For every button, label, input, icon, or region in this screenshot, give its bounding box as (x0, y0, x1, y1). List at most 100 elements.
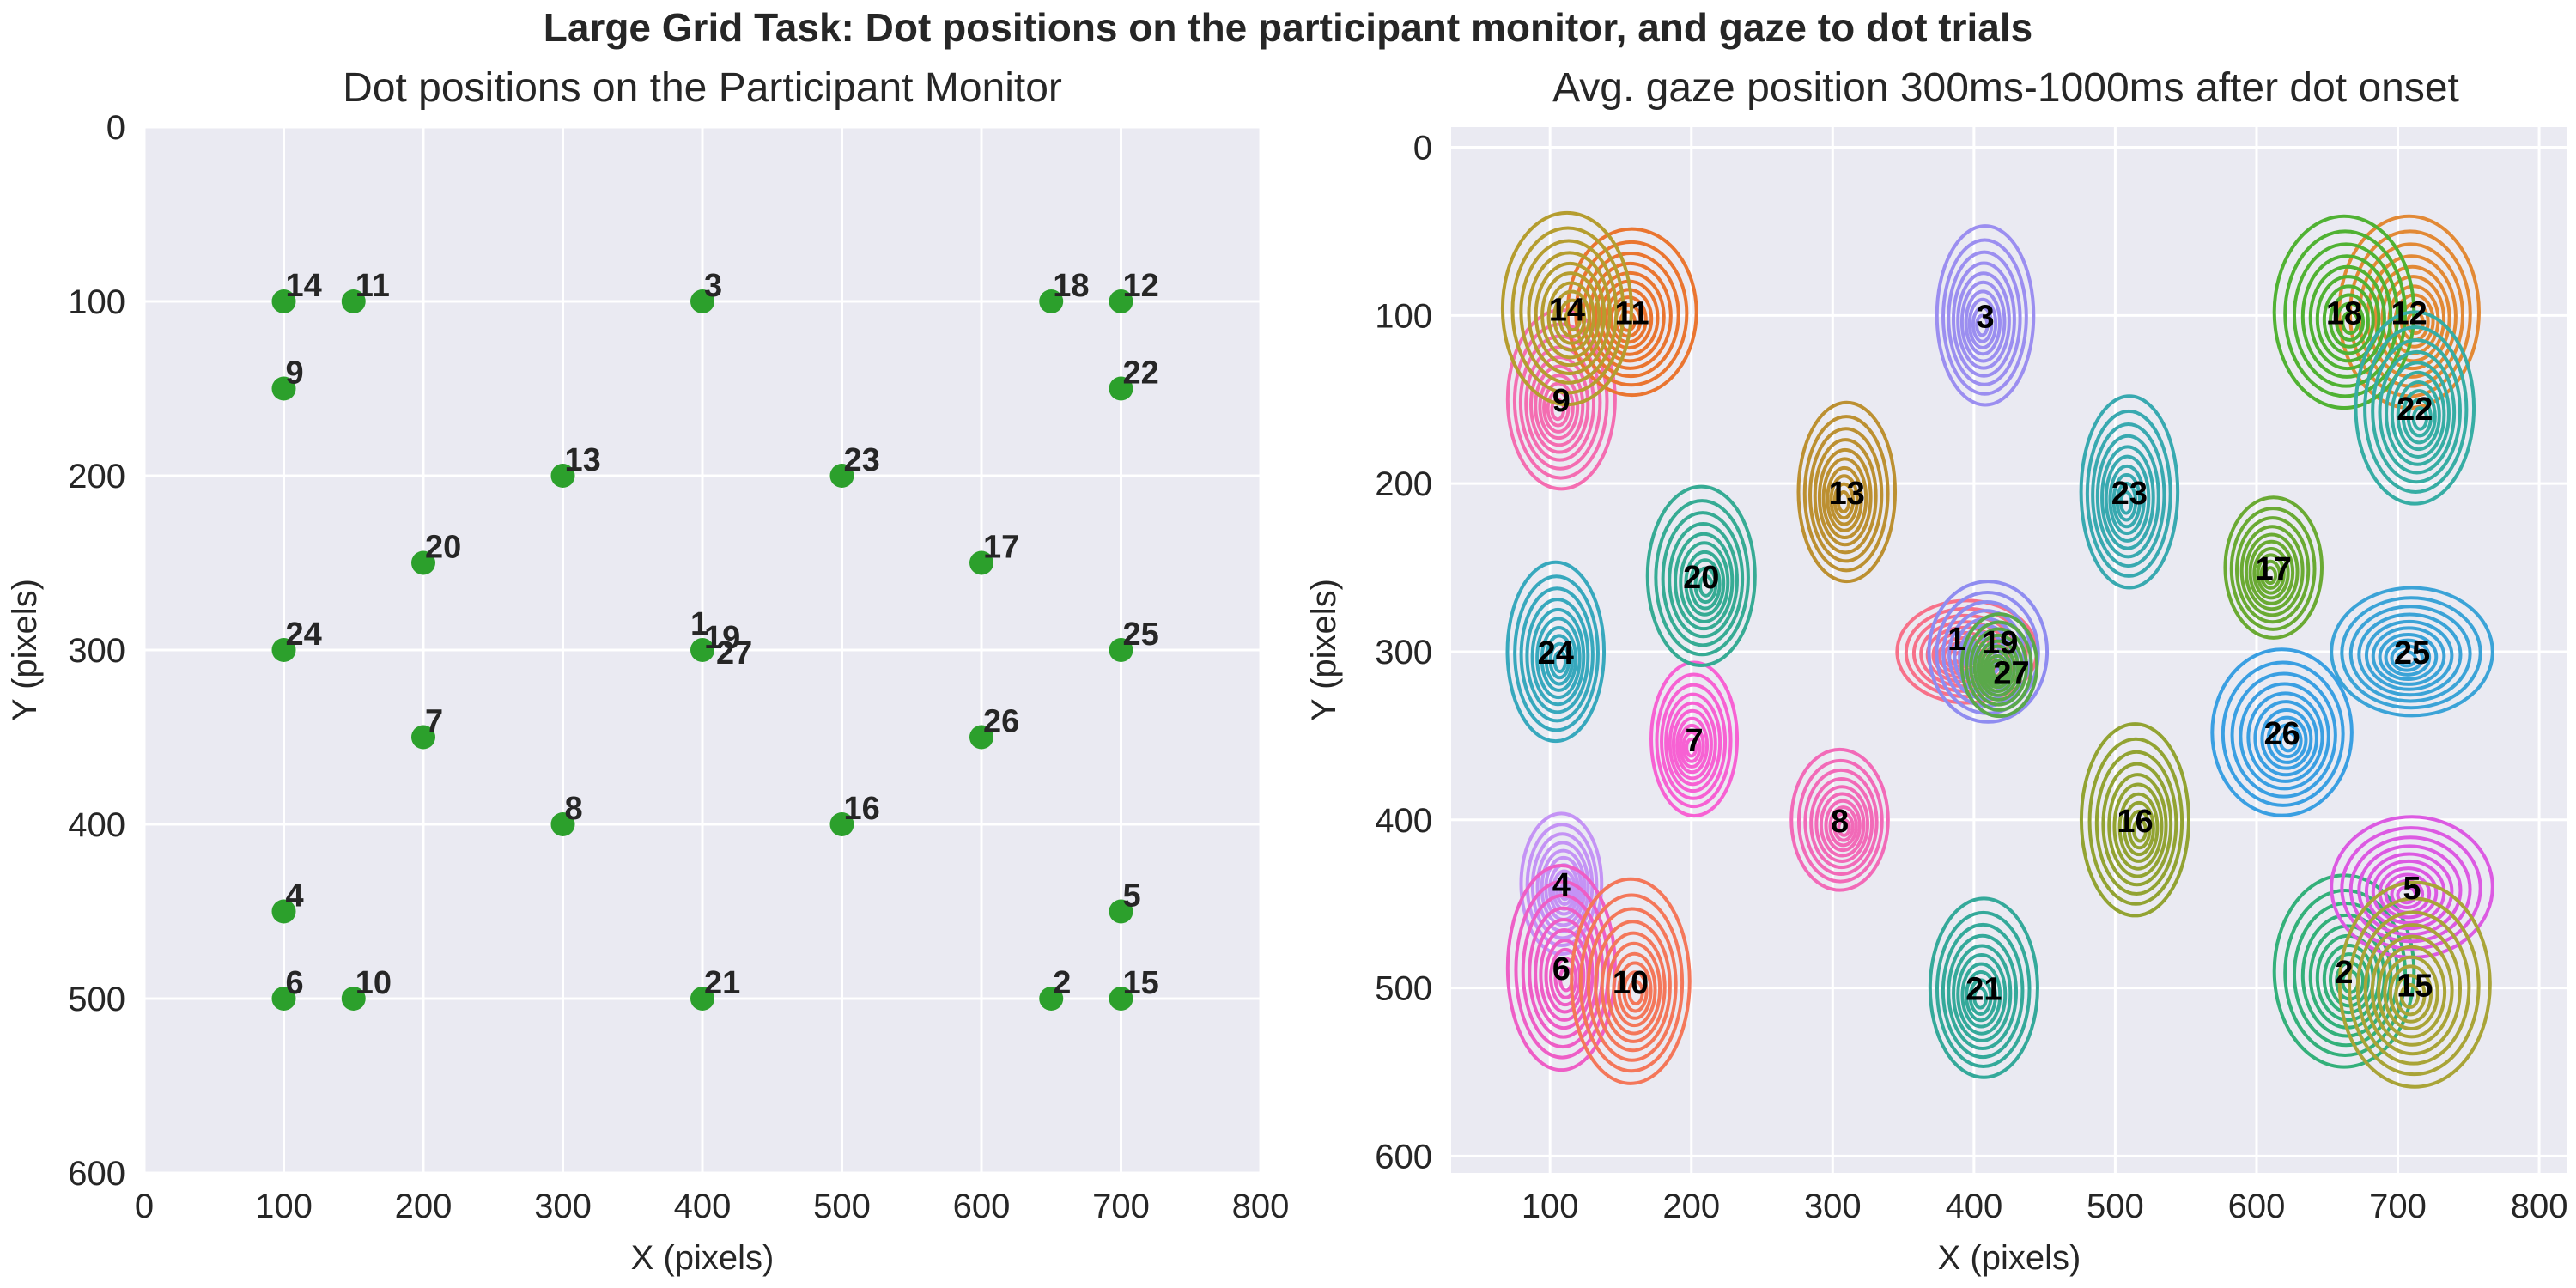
cluster-label: 18 (2326, 295, 2362, 331)
contour-level (2373, 264, 2451, 371)
contour-level (1529, 355, 1590, 454)
contour-level (2396, 380, 2441, 452)
contour-level (1649, 660, 1740, 818)
contour-level (1527, 251, 1612, 375)
contour-level (1990, 663, 2003, 678)
contour-level (2348, 605, 2472, 703)
dot-marker (271, 899, 296, 924)
dot-marker (829, 464, 854, 488)
contour-level (1546, 281, 1596, 352)
left-panel: Dot positions on the Participant Monitor… (6, 65, 1289, 1277)
contour-level (1935, 224, 2036, 407)
contour-level (1813, 438, 1878, 555)
dot-label: 25 (1123, 617, 1159, 653)
contour-level (1956, 953, 2008, 1036)
right-x-tick-label: 600 (2228, 1188, 2286, 1225)
contour-level (1671, 708, 1713, 781)
contour-level (1988, 659, 2007, 682)
contour-level (2315, 275, 2381, 363)
contour-level (2357, 844, 2463, 937)
contour-level (2354, 310, 2476, 506)
left-x-axis-label: X (pixels) (631, 1239, 775, 1277)
right-x-tick-label: 300 (1804, 1188, 1862, 1225)
contour-level (2239, 525, 2305, 617)
contour-level (1828, 805, 1858, 848)
cluster-label: 7 (1685, 723, 1703, 759)
right-y-tick-label: 100 (1375, 297, 1432, 335)
contour-level (1535, 617, 1582, 700)
right-x-tick-label: 100 (1522, 1188, 1579, 1225)
contour-level (1645, 484, 1757, 668)
contour-level (1808, 427, 1884, 563)
contour-level (1525, 823, 1599, 948)
contour-level (1552, 650, 1567, 674)
contour-level (1586, 907, 1678, 1062)
contour-level (2390, 878, 2425, 909)
contour-level (2340, 596, 2482, 710)
left-x-tick-label: 500 (813, 1188, 871, 1225)
dot-label: 7 (425, 704, 443, 740)
cluster-label: 21 (1965, 972, 2002, 1008)
right-x-tick-label: 800 (2511, 1188, 2568, 1225)
dot-marker (271, 638, 296, 662)
contour-level (1956, 271, 2011, 370)
contour-level (2340, 826, 2482, 951)
contour-level (1530, 607, 1586, 707)
contour-level (1564, 307, 1582, 332)
contour-level (2394, 974, 2427, 1017)
left-y-tick-label: 300 (68, 632, 125, 670)
contour-level (1600, 931, 1667, 1043)
dot-label: 11 (355, 268, 390, 304)
contour-level (2363, 325, 2469, 494)
contour-level (1553, 957, 1578, 999)
contour-level (2107, 773, 2168, 878)
contour-level (1824, 799, 1862, 853)
contour-level (2123, 800, 2155, 857)
right-y-tick-label: 300 (1375, 634, 1432, 671)
contour-level (2229, 507, 2317, 631)
right-y-tick-label: 200 (1375, 465, 1432, 503)
contour-level (1826, 465, 1863, 532)
dot-marker (1109, 987, 1133, 1011)
cluster-label: 16 (2117, 804, 2153, 840)
contour-level (1693, 566, 1718, 605)
contour-level (2234, 516, 2311, 624)
contour-level (1679, 541, 1730, 623)
left-y-tick-label: 200 (68, 458, 125, 495)
contour-level (2328, 293, 2370, 349)
dot-label: 16 (844, 791, 880, 827)
cluster-contour-27 (1959, 612, 2039, 719)
contour-level (2112, 782, 2164, 871)
contour-level (2230, 671, 2337, 799)
contour-level (2266, 715, 2308, 764)
dot-marker (1109, 899, 1133, 924)
dot-marker (969, 725, 993, 750)
contour-level (2087, 737, 2184, 906)
cluster-contour-25 (2330, 586, 2494, 718)
contour-level (1540, 625, 1578, 692)
dot-label: 22 (1123, 355, 1159, 392)
cluster-label: 6 (1552, 951, 1571, 987)
contour-level (2259, 559, 2281, 590)
right-y-tick-label: 0 (1413, 129, 1432, 167)
contour-level (1985, 653, 2009, 686)
dot-marker (341, 289, 366, 313)
cluster-contour-22 (2354, 310, 2476, 506)
contour-level (2341, 310, 2360, 336)
contour-level (2357, 612, 2463, 697)
dot-label: 20 (425, 530, 461, 566)
contour-level (1540, 848, 1587, 927)
cluster-label: 2 (2335, 955, 2353, 991)
figure-suptitle: Large Grid Task: Dot positions on the pa… (544, 5, 2033, 50)
contour-level (2363, 923, 2463, 1056)
dot-label: 23 (844, 442, 880, 478)
cluster-label: 27 (1993, 656, 2029, 692)
contour-level (1552, 289, 1591, 345)
cluster-label: 19 (1982, 625, 2018, 661)
contour-level (1519, 811, 1604, 957)
right-y-tick-label: 500 (1375, 970, 1432, 1008)
left-x-tick-label: 600 (953, 1188, 1011, 1225)
contour-level (2378, 632, 2439, 682)
contour-level (2095, 434, 2160, 559)
